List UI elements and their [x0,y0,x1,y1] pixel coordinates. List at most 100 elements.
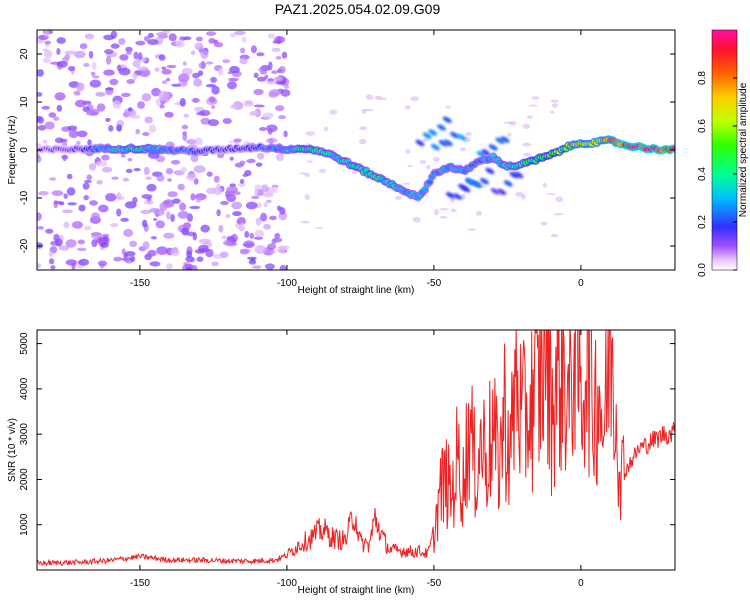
spectrogram-secondary-streak [438,140,448,147]
spectrogram-noise-blob [192,72,200,79]
spectrogram-secondary-streak [422,132,432,139]
spectrogram-noise-blob [37,69,44,77]
spectrogram-noise-blob [419,160,427,164]
spectrogram-noise-blob [49,258,55,265]
spectrogram-noise-blob [56,104,63,112]
spectrogram-noise-blob [223,240,232,246]
spectrogram-noise-blob [96,179,103,185]
spectrogram-noise-blob [98,204,109,213]
spectrogram-noise-blob [118,38,126,45]
spectrogram-noise-blob [359,126,368,131]
spectrogram-noise-blob [528,104,539,107]
spectrogram-noise-blob [84,33,94,40]
spectrogram-noise-blob [82,182,90,190]
spectrogram-noise-blob [159,103,165,109]
spectrogram-noise-blob [149,261,161,267]
spectrogram-noise-blob [116,192,122,200]
spectrogram-noise-blob [170,248,180,256]
spectrogram-noise-blob [147,32,154,39]
spectrogram-noise-blob [185,255,194,263]
spectrogram-noise-blob [222,118,232,124]
spectrogram-noise-blob [67,125,78,131]
spectrogram-y-tick-label: -10 [19,190,30,205]
spectrogram-noise-blob [374,95,382,101]
spectrogram-noise-blob [527,115,533,119]
spectrogram-noise-blob [170,159,181,165]
spectrogram-noise-blob [91,232,102,240]
spectrogram-noise-blob [555,196,563,203]
spectrogram-noise-blob [407,164,413,167]
spectrogram-secondary-streak [497,188,507,196]
spectrogram-noise-blob [250,257,256,262]
spectrogram-noise-blob [211,261,220,267]
spectrogram-noise-blob [550,233,559,238]
spectrogram-noise-blob [132,60,141,68]
spectrogram-noise-blob [237,182,247,187]
spectrogram-noise-blob [168,33,177,42]
spectrogram-noise-blob [91,239,98,248]
spectrogram-noise-blob [190,193,196,201]
spectrogram-noise-blob [167,178,173,182]
spectrogram-noise-blob [186,173,197,181]
spectrogram-noise-blob [254,188,259,197]
spectrogram-noise-blob [423,138,429,142]
spectrogram-noise-blob [323,126,329,132]
spectrogram-noise-blob [177,211,189,219]
spectrogram-secondary-streak [490,188,500,195]
spectrogram-noise-blob [189,205,201,210]
spectrogram-secondary-streak [461,185,471,193]
spectrogram-noise-blob [141,209,149,214]
spectrogram-noise-blob [269,89,281,97]
spectrogram-noise-blob [191,50,196,55]
spectrogram-x-tick-label: -150 [130,278,150,289]
spectrogram-noise-blob [194,42,204,51]
spectrogram-noise-blob [92,75,100,79]
spectrogram-noise-blob [275,80,287,85]
spectrogram-noise-blob [522,152,532,157]
spectrogram-noise-blob [259,127,267,131]
spectrogram-noise-blob [475,211,482,216]
spectrogram-noise-blob [229,156,234,161]
spectrogram-noise-blob [255,217,262,226]
spectrogram-noise-blob [135,129,141,135]
spectrogram-noise-blob [522,142,532,147]
spectrogram-secondary-streak [443,139,453,146]
spectrogram-noise-blob [165,77,171,82]
spectrogram-noise-blob [53,200,64,205]
spectrogram-noise-blob [105,193,117,202]
spectrogram-noise-blob [228,77,239,82]
spectrogram-noise-blob [271,47,281,52]
spectrogram-noise-blob [54,92,66,101]
spectrogram-noise-blob [275,153,285,162]
spectrogram-noise-blob [239,249,250,255]
spectrogram-noise-blob [92,61,97,70]
spectrogram-noise-blob [137,101,146,109]
spectrogram-noise-blob [101,166,113,173]
spectrogram-noise-blob [281,51,288,59]
spectrogram-noise-blob [198,62,207,69]
spectrogram-noise-blob [195,197,202,203]
spectrogram-noise-blob [116,64,122,72]
spectrogram-noise-blob [405,148,411,154]
spectrogram-noise-blob [96,103,106,112]
spectrogram-noise-blob [230,104,239,109]
spectrogram-noise-blob [91,212,101,221]
spectrogram-noise-blob [100,242,109,248]
spectrogram-noise-blob [551,103,559,108]
spectrogram-noise-blob [186,250,193,258]
spectrogram-noise-blob [233,138,242,143]
colorbar-tick-label: 0.8 [697,71,708,85]
spectrogram-noise-blob [254,245,267,254]
spectrogram-noise-blob [37,226,44,230]
spectrogram-noise-blob [276,205,282,211]
colorbar-tick-label: 0.6 [697,119,708,133]
spectrogram-noise-blob [179,97,186,107]
spectrogram-noise-blob [550,99,559,103]
spectrogram-noise-blob [66,187,76,196]
spectrogram-noise-blob [531,96,540,100]
spectrogram-secondary-streak [428,129,438,136]
spectrogram-noise-blob [278,66,286,74]
spectrogram-noise-blob [229,33,236,38]
spectrogram-noise-blob [402,182,411,185]
spectrogram-noise-blob [64,50,76,55]
